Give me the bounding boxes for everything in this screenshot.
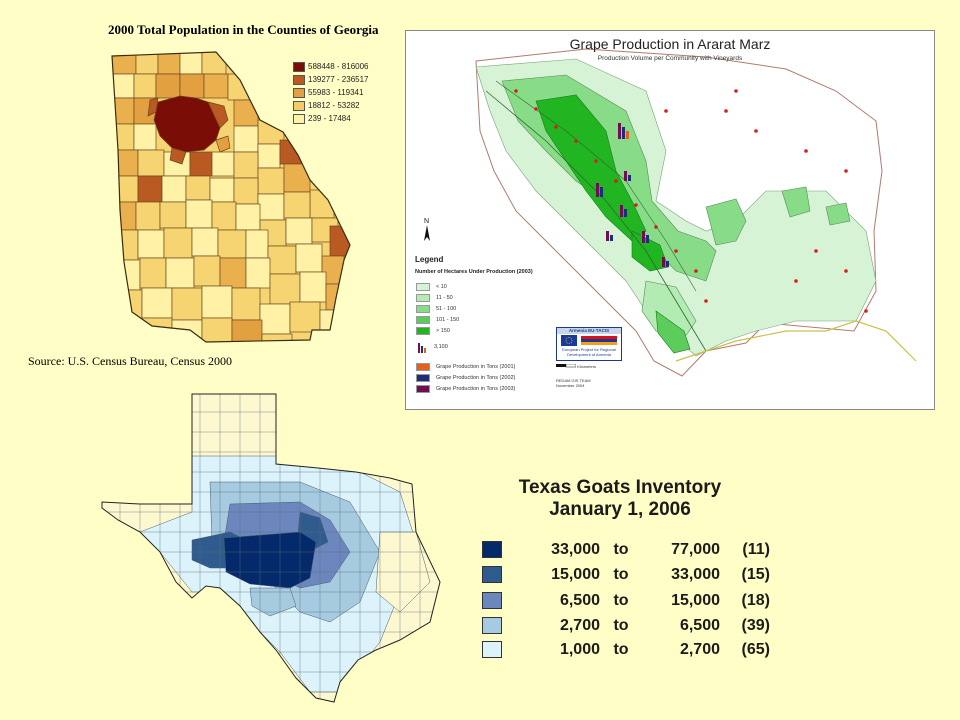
eu-tacis-caption: European Project for Regional Developmen… xyxy=(562,347,616,357)
legend-label: 139277 - 236517 xyxy=(308,75,369,84)
legend-swatch xyxy=(416,327,430,335)
range-high: 33,000 xyxy=(671,565,720,583)
armenia-legend-title: Legend xyxy=(415,255,444,264)
legend-label: 239 - 17484 xyxy=(308,114,351,123)
eu-tacis-logo: Armenia EU-TACIS European Project for Re… xyxy=(556,327,622,361)
range-low: 6,500 xyxy=(559,591,600,609)
legend-label: 51 - 100 xyxy=(436,306,457,312)
georgia-legend-item: 18812 - 53282 xyxy=(293,99,369,112)
legend-swatch xyxy=(482,541,502,558)
range-high: 15,000 xyxy=(671,591,720,609)
range-low: 1,000 xyxy=(559,640,600,658)
range-to: to xyxy=(613,565,629,583)
armenia-map-subtitle: Production Volume per Community with Vin… xyxy=(597,55,743,62)
range-to: to xyxy=(613,640,629,658)
north-label: N xyxy=(424,218,429,225)
legend-swatch xyxy=(482,592,502,609)
legend-swatch xyxy=(416,294,430,302)
range-high: 77,000 xyxy=(671,540,720,558)
range-high: 6,500 xyxy=(679,616,720,634)
eu-tacis-header: Armenia EU-TACIS xyxy=(557,328,621,334)
range-low: 2,700 xyxy=(559,616,600,634)
scale-bar: Kilometers xyxy=(556,363,597,369)
georgia-source-note: Source: U.S. Census Bureau, Census 2000 xyxy=(28,354,232,368)
texas-legend-item: 6,500 to 15,000 (18) xyxy=(482,591,770,610)
range-to: to xyxy=(613,540,629,558)
armenia-legend-item: 101 - 150 xyxy=(416,316,459,324)
texas-legend-title: Texas Goats Inventory xyxy=(518,477,722,498)
credit-line: REDAM GIS TEAM xyxy=(556,378,591,383)
legend-swatch xyxy=(416,374,430,382)
armenia-legend-item: Grape Production in Tons (2002) xyxy=(416,374,515,382)
armenia-legend-item: Grape Production in Tons (2003) xyxy=(416,385,515,393)
georgia-county-map xyxy=(111,51,351,343)
legend-label: Grape Production in Tons (2001) xyxy=(436,364,516,370)
legend-label: Grape Production in Tons (2003) xyxy=(436,386,516,392)
armenia-legend-item: > 150 xyxy=(416,327,450,335)
range-to: to xyxy=(613,616,629,634)
armenia-credits: REDAM GIS TEAM November 2004 xyxy=(556,378,591,388)
county-count: (65) xyxy=(741,640,770,658)
eu-flag-icon xyxy=(561,335,577,346)
legend-label: 18812 - 53282 xyxy=(308,101,360,110)
texas-legend-item: 1,000 to 2,700 (65) xyxy=(482,640,770,659)
texas-legend-date: January 1, 2006 xyxy=(549,499,691,520)
georgia-legend-item: 55983 - 119341 xyxy=(293,86,369,99)
county-count: (39) xyxy=(741,616,770,634)
legend-label: Grape Production in Tons (2002) xyxy=(436,375,516,381)
legend-swatch xyxy=(416,316,430,324)
legend-swatch xyxy=(293,61,305,72)
legend-swatch xyxy=(293,74,305,85)
armenia-map-title: Grape Production in Ararat Marz xyxy=(569,36,771,52)
credit-date: November 2004 xyxy=(556,383,585,388)
legend-swatch xyxy=(482,641,502,658)
legend-swatch xyxy=(293,100,305,111)
texas-legend-item: 33,000 to 77,000 (11) xyxy=(482,540,770,559)
range-low: 15,000 xyxy=(551,565,600,583)
armenia-legend-item: < 10 xyxy=(416,283,447,291)
legend-swatch xyxy=(293,113,305,124)
armenia-vineyard-map xyxy=(475,48,917,377)
county-count: (18) xyxy=(741,591,770,609)
armenia-legend-symbol: 3,100 xyxy=(416,341,448,353)
legend-label: 588448 - 816006 xyxy=(308,62,369,71)
legend-swatch xyxy=(416,283,430,291)
armenia-legend-subtitle: Number of Hectares Under Production (200… xyxy=(415,269,533,275)
georgia-map-title: 2000 Total Population in the Counties of… xyxy=(108,22,379,37)
county-count: (15) xyxy=(741,565,770,583)
north-arrow-icon: N xyxy=(424,218,430,241)
texas-goats-county-map xyxy=(101,393,441,703)
range-high: 2,700 xyxy=(679,640,720,658)
georgia-legend-item: 588448 - 816006 xyxy=(293,60,369,73)
armenia-legend-item: Grape Production in Tons (2001) xyxy=(416,363,515,371)
legend-swatch xyxy=(416,305,430,313)
legend-swatch xyxy=(293,87,305,98)
legend-label: < 10 xyxy=(436,284,447,290)
legend-label: 101 - 150 xyxy=(436,317,460,323)
armenia-legend-item: 51 - 100 xyxy=(416,305,456,313)
texas-legend-item: 2,700 to 6,500 (39) xyxy=(482,616,770,635)
bar-symbol-icon xyxy=(418,343,426,353)
armenia-legend-item: 11 - 50 xyxy=(416,294,453,302)
legend-label: 3,100 xyxy=(434,344,448,350)
georgia-legend-item: 139277 - 236517 xyxy=(293,73,369,86)
legend-swatch xyxy=(482,617,502,634)
texas-legend-item: 15,000 to 33,000 (15) xyxy=(482,565,770,584)
range-to: to xyxy=(613,591,629,609)
county-count: (11) xyxy=(742,540,770,558)
armenia-map-panel: Grape Production in Ararat Marz Producti… xyxy=(405,30,935,410)
scale-label: Kilometers xyxy=(577,364,597,369)
legend-swatch xyxy=(482,566,502,583)
legend-swatch xyxy=(416,363,430,371)
legend-label: > 150 xyxy=(436,328,450,334)
scale-bar-icon xyxy=(556,363,577,368)
georgia-legend: 588448 - 816006 139277 - 236517 55983 - … xyxy=(293,60,369,125)
range-low: 33,000 xyxy=(551,540,600,558)
armenia-flag-icon xyxy=(581,336,617,345)
legend-label: 11 - 50 xyxy=(436,295,453,301)
legend-swatch xyxy=(416,385,430,393)
legend-label: 55983 - 119341 xyxy=(308,88,364,97)
georgia-legend-item: 239 - 17484 xyxy=(293,112,369,125)
